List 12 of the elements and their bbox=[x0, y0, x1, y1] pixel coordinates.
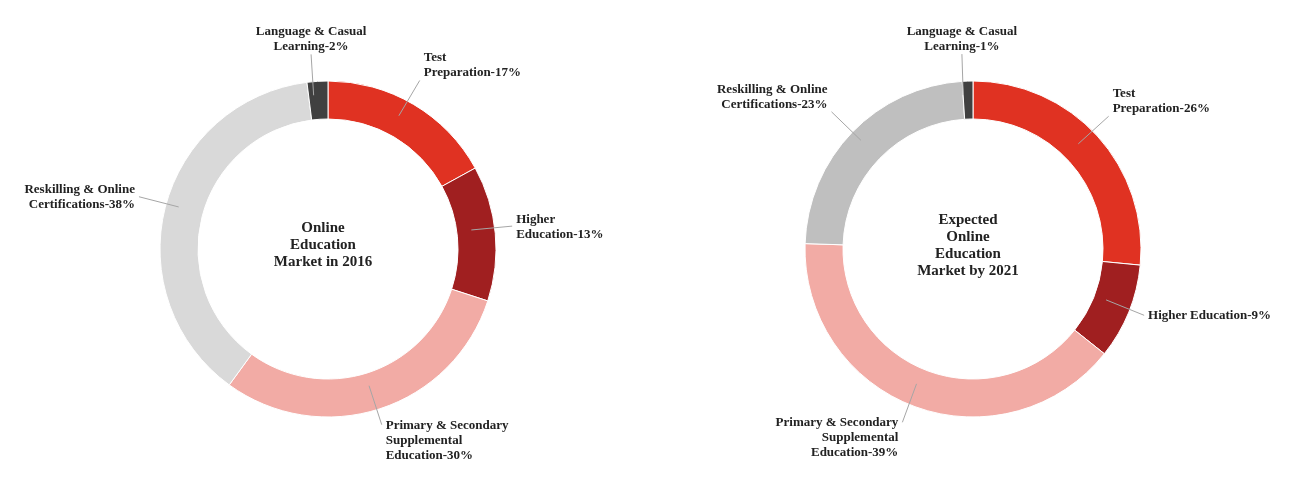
slice-label: Primary & Secondary Supplemental Education-39% bbox=[775, 414, 899, 460]
slice-label: Reskilling & Online Certifications-38% bbox=[24, 181, 136, 212]
slice-label: Test Preparation-26% bbox=[1112, 85, 1210, 116]
slice-label: Higher Education-13% bbox=[516, 210, 604, 241]
slice-label: Language & Casual Learning-2% bbox=[255, 23, 367, 54]
text: Online Education Market in 2016 bbox=[273, 219, 373, 269]
text: Expected Online Education Market by 2021 bbox=[917, 210, 1019, 278]
slice-label: Higher Education-9% bbox=[1148, 307, 1272, 323]
slice-label: Language & Casual Learning-1% bbox=[906, 23, 1018, 54]
slice-label: Primary & Secondary Supplemental Education-30% bbox=[385, 416, 509, 462]
slice-label: Reskilling & Online Certifications-23% bbox=[716, 80, 828, 111]
slice-label: Test Preparation-17% bbox=[423, 49, 521, 80]
